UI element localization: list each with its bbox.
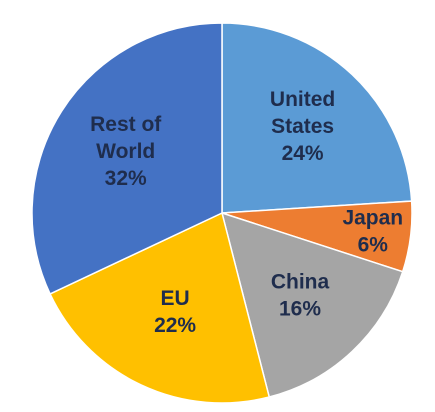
labels-layer: United States 24% Japan 6% China 16% EU 22% Rest … <box>90 88 403 337</box>
pie-category-label: United <box>270 88 335 111</box>
pie-label-rest-of-world: Rest of World 32% <box>90 112 162 189</box>
pie-slice-eu <box>49 211 271 404</box>
pie-value-label: 24% <box>282 142 324 165</box>
pie-label-eu: EU 22% <box>154 287 196 337</box>
pie-category-label: Rest of <box>90 112 162 135</box>
pie-label-japan: Japan 6% <box>342 206 403 256</box>
pie-category-label: China <box>271 270 330 293</box>
pie-slice-china <box>220 211 404 398</box>
pie-value-label: 32% <box>105 166 147 189</box>
pie-value-label: 6% <box>358 233 389 256</box>
pie-category-label: World <box>96 139 155 162</box>
pie-value-label: 16% <box>279 297 321 320</box>
pie-slice-united-states <box>221 22 413 214</box>
pie-category-label: EU <box>161 287 190 310</box>
pie-category-label: Japan <box>342 206 403 229</box>
pie-label-china: China 16% <box>271 270 330 320</box>
pie-label-united-states: United States 24% <box>270 88 335 165</box>
pie-slice-rest-of-world <box>31 22 223 295</box>
pie-category-label: States <box>271 115 334 138</box>
pie-value-label: 22% <box>154 314 196 337</box>
slices-layer <box>31 22 413 404</box>
